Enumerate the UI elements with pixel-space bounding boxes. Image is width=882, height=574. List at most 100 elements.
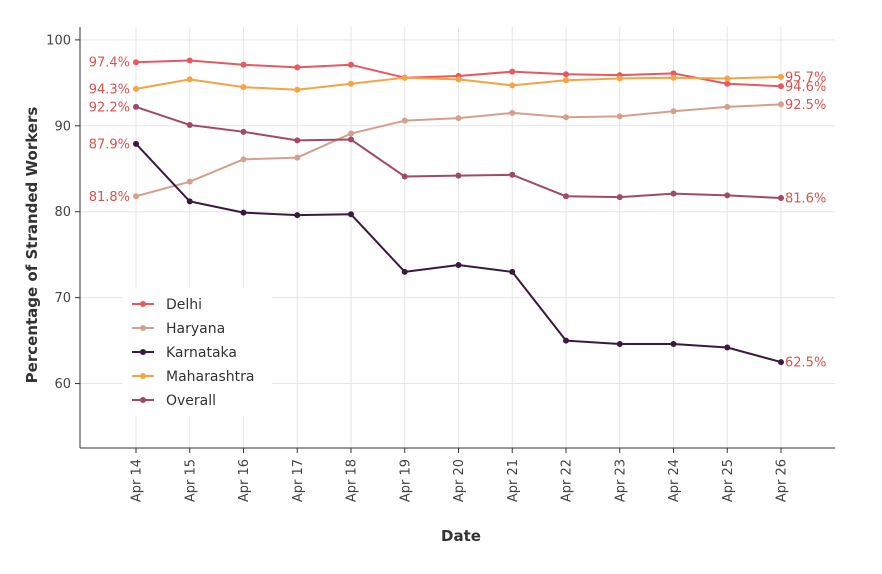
data-point-karnataka <box>240 209 247 216</box>
legend-label-karnataka: Karnataka <box>166 345 237 361</box>
data-point-maharashtra <box>670 74 677 81</box>
x-tick-label: Apr 24 <box>667 459 682 502</box>
data-point-karnataka <box>455 261 462 268</box>
data-point-delhi <box>724 80 731 87</box>
end-label-maharashtra: 95.7% <box>785 70 826 85</box>
y-tick-label: 100 <box>46 33 71 48</box>
data-point-haryana <box>778 101 784 108</box>
end-label-delhi: 94.6% <box>785 80 826 95</box>
data-point-maharashtra <box>509 82 516 89</box>
legend-marker-overall <box>140 397 146 403</box>
legend-label-delhi: Delhi <box>166 297 202 313</box>
data-point-overall <box>401 173 408 180</box>
legend-label-overall: Overall <box>166 393 216 409</box>
end-label-overall: 81.6% <box>785 191 826 206</box>
x-tick-label: Apr 14 <box>130 459 145 502</box>
x-tick-label: Apr 16 <box>237 459 252 502</box>
data-point-haryana <box>670 108 677 115</box>
data-point-karnataka <box>401 268 408 275</box>
data-point-overall <box>133 103 139 110</box>
data-point-haryana <box>563 114 569 121</box>
data-point-karnataka <box>348 211 354 218</box>
start-label-overall: 92.2% <box>89 100 130 115</box>
x-tick-label: Apr 19 <box>398 459 413 502</box>
label-layer: 97.4% 94.6% 81.8% 92.5% 87.9% 62.5% 94.3% 95.7%… <box>89 56 827 371</box>
data-point-karnataka <box>563 337 569 344</box>
data-point-haryana <box>401 117 408 124</box>
legend-label-haryana: Haryana <box>166 321 225 337</box>
axis-layer: 60 70 80 90 100 Apr 14 Apr 15 Apr 16 Apr 17 Apr 1… <box>46 27 835 502</box>
data-point-delhi <box>348 61 354 68</box>
data-point-karnataka <box>778 359 784 366</box>
data-point-maharashtra <box>563 77 569 84</box>
data-point-maharashtra <box>294 86 301 93</box>
data-point-delhi <box>670 70 677 77</box>
x-tick-label: Apr 23 <box>613 459 628 502</box>
data-point-haryana <box>455 115 462 122</box>
data-point-overall <box>563 193 569 200</box>
data-point-overall <box>616 194 623 201</box>
x-tick-label: Apr 26 <box>775 459 790 502</box>
y-tick-label: 60 <box>54 377 71 392</box>
data-point-delhi <box>294 64 301 71</box>
data-point-overall <box>294 137 301 144</box>
data-point-overall <box>778 194 784 201</box>
data-point-maharashtra <box>724 75 731 82</box>
start-label-haryana: 81.8% <box>89 190 130 205</box>
x-tick-label: Apr 15 <box>183 459 198 502</box>
data-point-delhi <box>509 68 516 75</box>
grid-layer <box>80 27 835 448</box>
x-axis-title: Date <box>441 527 481 545</box>
data-point-delhi <box>563 71 569 78</box>
data-point-karnataka <box>670 341 677 348</box>
data-point-karnataka <box>186 198 193 205</box>
data-point-maharashtra <box>455 76 462 83</box>
y-tick-label: 70 <box>54 291 71 306</box>
data-point-delhi <box>778 83 784 90</box>
legend-marker-haryana <box>140 325 146 331</box>
data-point-overall <box>509 171 516 178</box>
data-point-haryana <box>240 156 247 163</box>
data-point-haryana <box>133 193 139 200</box>
data-point-delhi <box>186 57 193 64</box>
legend: Delhi Haryana Karnataka Maharashtra Overall <box>122 288 272 416</box>
data-point-karnataka <box>133 140 139 147</box>
start-label-delhi: 97.4% <box>89 56 130 71</box>
data-point-overall <box>670 190 677 197</box>
data-point-haryana <box>294 154 301 161</box>
data-point-delhi <box>133 59 139 66</box>
end-label-haryana: 92.5% <box>785 98 826 113</box>
data-point-karnataka <box>616 341 623 348</box>
x-tick-label: Apr 21 <box>506 459 521 502</box>
data-point-maharashtra <box>240 84 247 91</box>
legend-marker-karnataka <box>140 349 146 355</box>
data-point-delhi <box>240 61 247 68</box>
data-point-karnataka <box>509 268 516 275</box>
start-label-karnataka: 87.9% <box>89 137 130 152</box>
x-tick-label: Apr 17 <box>291 459 306 502</box>
data-point-karnataka <box>724 344 731 351</box>
data-point-maharashtra <box>186 76 193 83</box>
data-point-overall <box>455 172 462 179</box>
data-point-maharashtra <box>401 74 408 81</box>
data-point-haryana <box>348 130 354 137</box>
x-tick-label: Apr 22 <box>560 459 575 502</box>
data-point-maharashtra <box>616 75 623 82</box>
legend-marker-maharashtra <box>140 373 146 379</box>
legend-label-maharashtra: Maharashtra <box>166 369 254 385</box>
data-point-overall <box>186 121 193 128</box>
x-tick-label: Apr 20 <box>452 459 467 502</box>
data-point-haryana <box>616 113 623 120</box>
legend-marker-delhi <box>140 301 146 307</box>
data-point-maharashtra <box>778 73 784 80</box>
end-label-karnataka: 62.5% <box>785 356 826 371</box>
series-layer <box>133 57 784 366</box>
data-point-maharashtra <box>133 85 139 92</box>
data-point-maharashtra <box>348 80 354 87</box>
data-point-karnataka <box>294 212 301 219</box>
x-tick-label: Apr 25 <box>721 459 736 502</box>
start-label-maharashtra: 94.3% <box>89 82 130 97</box>
data-point-haryana <box>509 109 516 116</box>
